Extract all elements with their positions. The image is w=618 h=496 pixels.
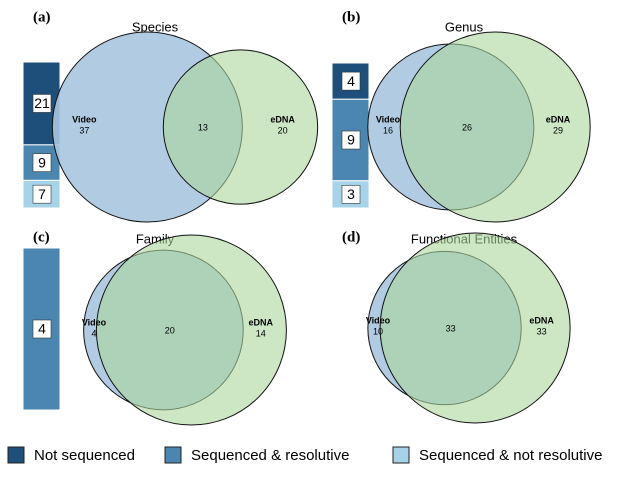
panel-label: (a) [33, 9, 51, 25]
panel-label: (b) [342, 9, 360, 25]
venn-circle [95, 234, 287, 426]
bar-value-label: 9 [38, 154, 46, 170]
bar-value-label: 4 [347, 73, 355, 89]
legend-swatch [7, 446, 25, 464]
set-name: eDNA [270, 114, 295, 124]
legend-label: Sequenced & not resolutive [419, 447, 602, 464]
value-box [341, 130, 361, 150]
set-value: 4 [91, 328, 96, 338]
venn-circle [379, 232, 571, 424]
overlap-value: 33 [446, 323, 456, 333]
bar-segment [22, 247, 61, 411]
bar-value-label: 21 [34, 95, 50, 111]
legend-swatch [164, 446, 182, 464]
bar-value-label: 7 [38, 186, 46, 202]
set-value: 33 [537, 326, 547, 336]
set-name: eDNA [546, 114, 571, 124]
set-value: 10 [373, 326, 383, 336]
overlap-value: 26 [462, 122, 472, 132]
venn-circle [399, 31, 591, 223]
panel-title: Species [132, 19, 179, 34]
bar-value-label: 3 [347, 186, 355, 202]
legend-label: Not sequenced [34, 447, 135, 464]
bar-value-label: 9 [347, 132, 355, 148]
set-name: eDNA [529, 315, 554, 325]
value-box [341, 71, 361, 91]
bar-value-label: 4 [38, 321, 46, 337]
set-value: 14 [256, 328, 266, 338]
set-name: Video [72, 114, 97, 124]
set-name: Video [366, 315, 391, 325]
set-value: 37 [79, 125, 89, 135]
overlap-value: 20 [165, 325, 175, 335]
value-box [32, 94, 52, 113]
venn-circle [162, 49, 319, 205]
set-name: Video [376, 114, 401, 124]
panel-label: (c) [33, 229, 50, 245]
set-name: Video [82, 317, 107, 327]
panel-title: Genus [445, 19, 484, 34]
legend-swatch [392, 446, 410, 464]
value-box [32, 319, 52, 339]
overlap-value: 13 [198, 122, 208, 132]
value-box [32, 184, 52, 204]
value-box [341, 185, 361, 204]
set-name: eDNA [249, 317, 274, 327]
set-value: 20 [278, 125, 288, 135]
value-box [32, 153, 52, 172]
panel: (d)Functional EntitiesVideo10eDNA3333 [342, 229, 571, 424]
set-value: 16 [383, 125, 393, 135]
panel-label: (d) [342, 229, 360, 245]
legend-label: Sequenced & resolutive [191, 447, 349, 464]
set-value: 29 [553, 125, 563, 135]
